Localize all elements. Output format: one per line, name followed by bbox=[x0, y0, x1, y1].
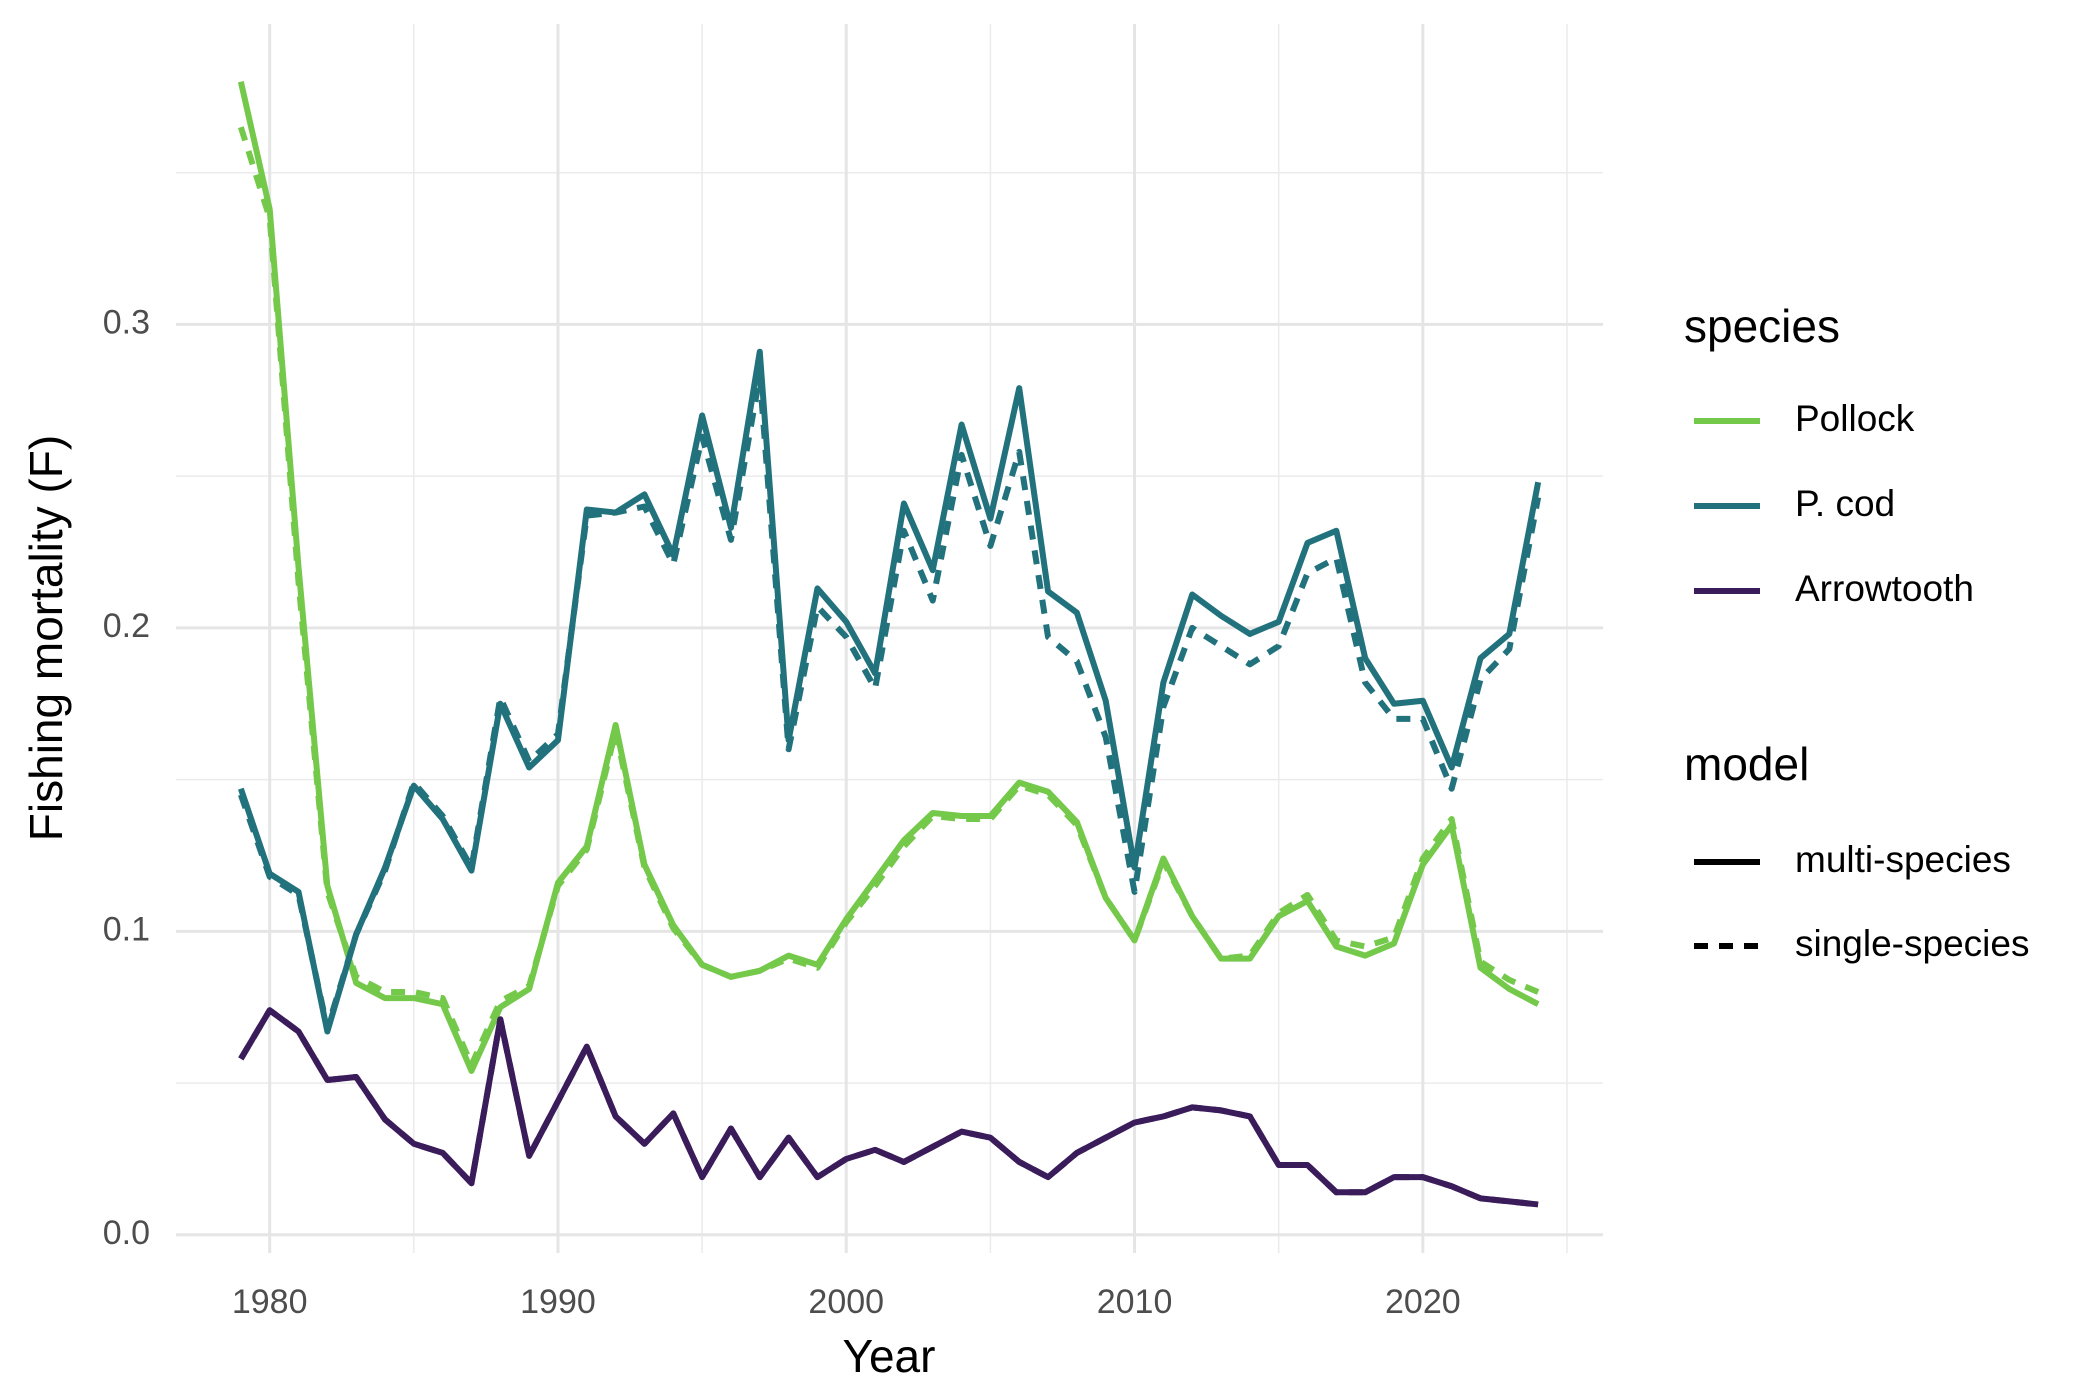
y-tick-label: 0.3 bbox=[103, 303, 150, 341]
y-tick-label: 0.1 bbox=[103, 910, 150, 948]
series-line bbox=[238, 1007, 1539, 1208]
x-tick-label: 2010 bbox=[1097, 1283, 1173, 1321]
series-line bbox=[238, 348, 1542, 1035]
legend-label: Arrowtooth bbox=[1795, 568, 1974, 609]
legend-label: multi-species bbox=[1795, 839, 2011, 880]
legend-label: single-species bbox=[1795, 923, 2029, 964]
x-axis-title: Year bbox=[843, 1330, 936, 1382]
legend-label: P. cod bbox=[1795, 483, 1895, 524]
series-line bbox=[238, 1007, 1539, 1208]
x-tick-label: 1980 bbox=[232, 1283, 308, 1321]
x-tick-label: 1990 bbox=[520, 1283, 596, 1321]
y-tick-label: 0.2 bbox=[103, 607, 150, 645]
series-line bbox=[238, 126, 1540, 1068]
legend-title: species bbox=[1684, 300, 1840, 352]
series-line bbox=[237, 80, 1540, 1074]
grid bbox=[176, 24, 1603, 1253]
x-tick-label: 2020 bbox=[1385, 1283, 1461, 1321]
legend-title: model bbox=[1684, 738, 1809, 790]
y-axis-title: Fishing mortality (F) bbox=[20, 435, 72, 841]
x-tick-label: 2000 bbox=[808, 1283, 884, 1321]
y-tick-label: 0.0 bbox=[103, 1214, 150, 1252]
series-line bbox=[238, 373, 1542, 1032]
legend-label: Pollock bbox=[1795, 398, 1915, 439]
